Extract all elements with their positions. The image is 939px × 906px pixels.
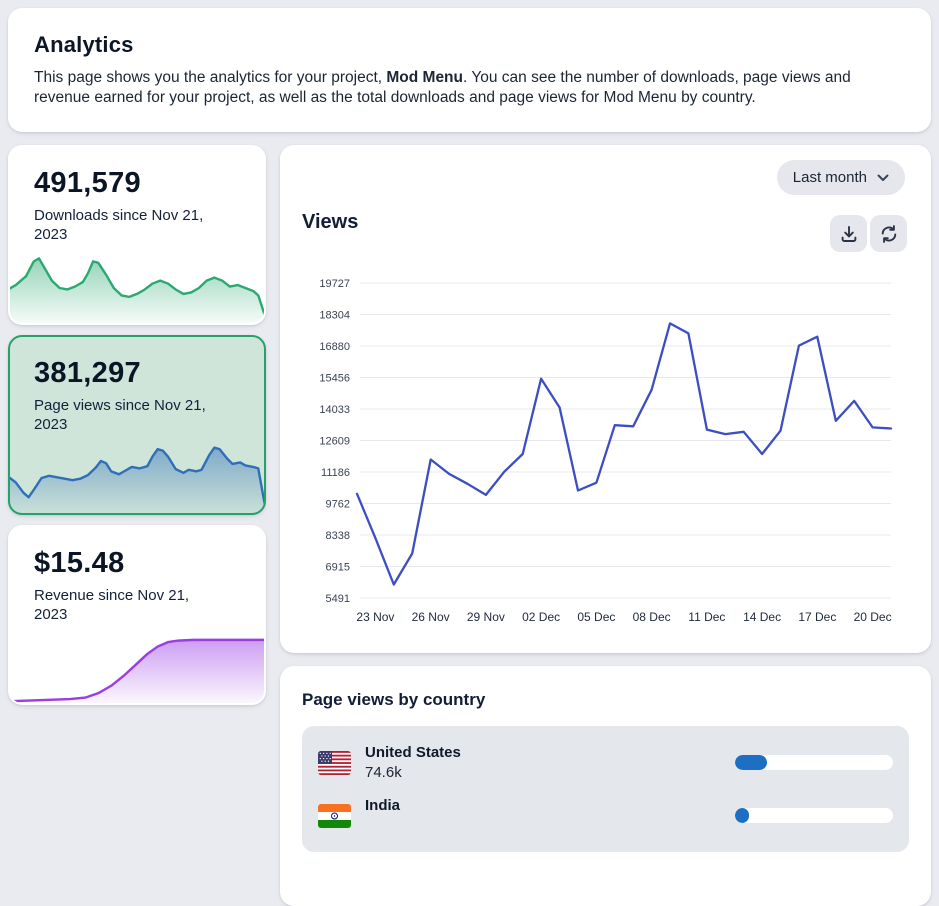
header-card: Analytics This page shows you the analyt… [8, 8, 931, 132]
svg-text:14033: 14033 [319, 404, 350, 416]
svg-text:29 Nov: 29 Nov [467, 610, 505, 624]
svg-text:19727: 19727 [319, 278, 350, 290]
revenue-sparkline [10, 631, 264, 703]
svg-text:05 Dec: 05 Dec [577, 610, 615, 624]
country-progress-fill [735, 755, 767, 770]
country-name: United States [365, 744, 461, 761]
country-panel-title: Page views by country [302, 690, 486, 709]
country-views-count: 74.6k [365, 764, 402, 781]
download-chart-button[interactable] [830, 215, 867, 252]
svg-text:26 Nov: 26 Nov [412, 610, 450, 624]
country-panel: Page views by country [280, 666, 931, 906]
page-description: This page shows you the analytics for yo… [34, 69, 851, 106]
svg-text:12609: 12609 [319, 436, 350, 448]
country-views-count [365, 817, 400, 834]
analytics-page: { "header": { "title": "Analytics", "des… [8, 8, 931, 906]
downloads-label: Downloads since Nov 21, 2023 [34, 207, 204, 243]
page-views-value: 381,297 [34, 357, 141, 389]
svg-text:11 Dec: 11 Dec [688, 610, 725, 624]
chevron-down-icon [877, 174, 889, 181]
country-progress-bar [735, 755, 893, 770]
project-name: Mod Menu [386, 69, 463, 86]
svg-text:02 Dec: 02 Dec [522, 610, 560, 624]
svg-text:17 Dec: 17 Dec [798, 610, 836, 624]
svg-text:9762: 9762 [326, 498, 350, 510]
stat-card-downloads[interactable]: 491,579 Downloads since Nov 21, 2023 [8, 145, 266, 325]
country-row-united-states: United States 74.6k [318, 738, 893, 787]
svg-text:08 Dec: 08 Dec [633, 610, 671, 624]
svg-text:15456: 15456 [319, 373, 350, 385]
svg-text:5491: 5491 [326, 593, 350, 605]
downloads-value: 491,579 [34, 167, 141, 199]
country-progress-bar [735, 808, 893, 823]
stat-card-revenue[interactable]: $15.48 Revenue since Nov 21, 2023 [8, 525, 266, 705]
svg-text:11186: 11186 [321, 467, 350, 479]
country-list: United States 74.6k India [302, 726, 909, 852]
svg-text:20 Dec: 20 Dec [854, 610, 892, 624]
refresh-chart-button[interactable] [870, 215, 907, 252]
views-panel: Last month Views 19727 18304 16880 15456 140… [280, 145, 931, 653]
range-selector-label: Last month [792, 169, 867, 186]
downloads-sparkline [10, 251, 264, 323]
svg-text:14 Dec: 14 Dec [743, 610, 781, 624]
country-progress-fill [735, 808, 750, 823]
range-selector-button[interactable]: Last month [776, 160, 905, 195]
revenue-label: Revenue since Nov 21, 2023 [34, 587, 190, 623]
country-row-india: India [318, 791, 893, 840]
page-title: Analytics [34, 32, 134, 57]
svg-text:8338: 8338 [326, 530, 350, 542]
refresh-icon [881, 224, 896, 243]
svg-text:23 Nov: 23 Nov [356, 610, 394, 624]
views-line-chart: 19727 18304 16880 15456 14033 12609 11186 9762 8… [319, 278, 893, 624]
svg-text:6915: 6915 [326, 561, 350, 573]
download-icon [841, 225, 856, 242]
revenue-value: $15.48 [34, 547, 125, 579]
india-flag-icon [318, 803, 351, 828]
country-name: India [365, 797, 401, 814]
page-views-sparkline [10, 441, 264, 513]
svg-text:16880: 16880 [319, 341, 350, 353]
us-flag-icon [318, 750, 351, 775]
svg-text:18304: 18304 [319, 309, 350, 321]
page-views-label: Page views since Nov 21, 2023 [34, 397, 206, 433]
views-chart-title: Views [302, 211, 359, 233]
stat-card-page-views[interactable]: 381,297 Page views since Nov 21, 2023 [8, 335, 266, 515]
